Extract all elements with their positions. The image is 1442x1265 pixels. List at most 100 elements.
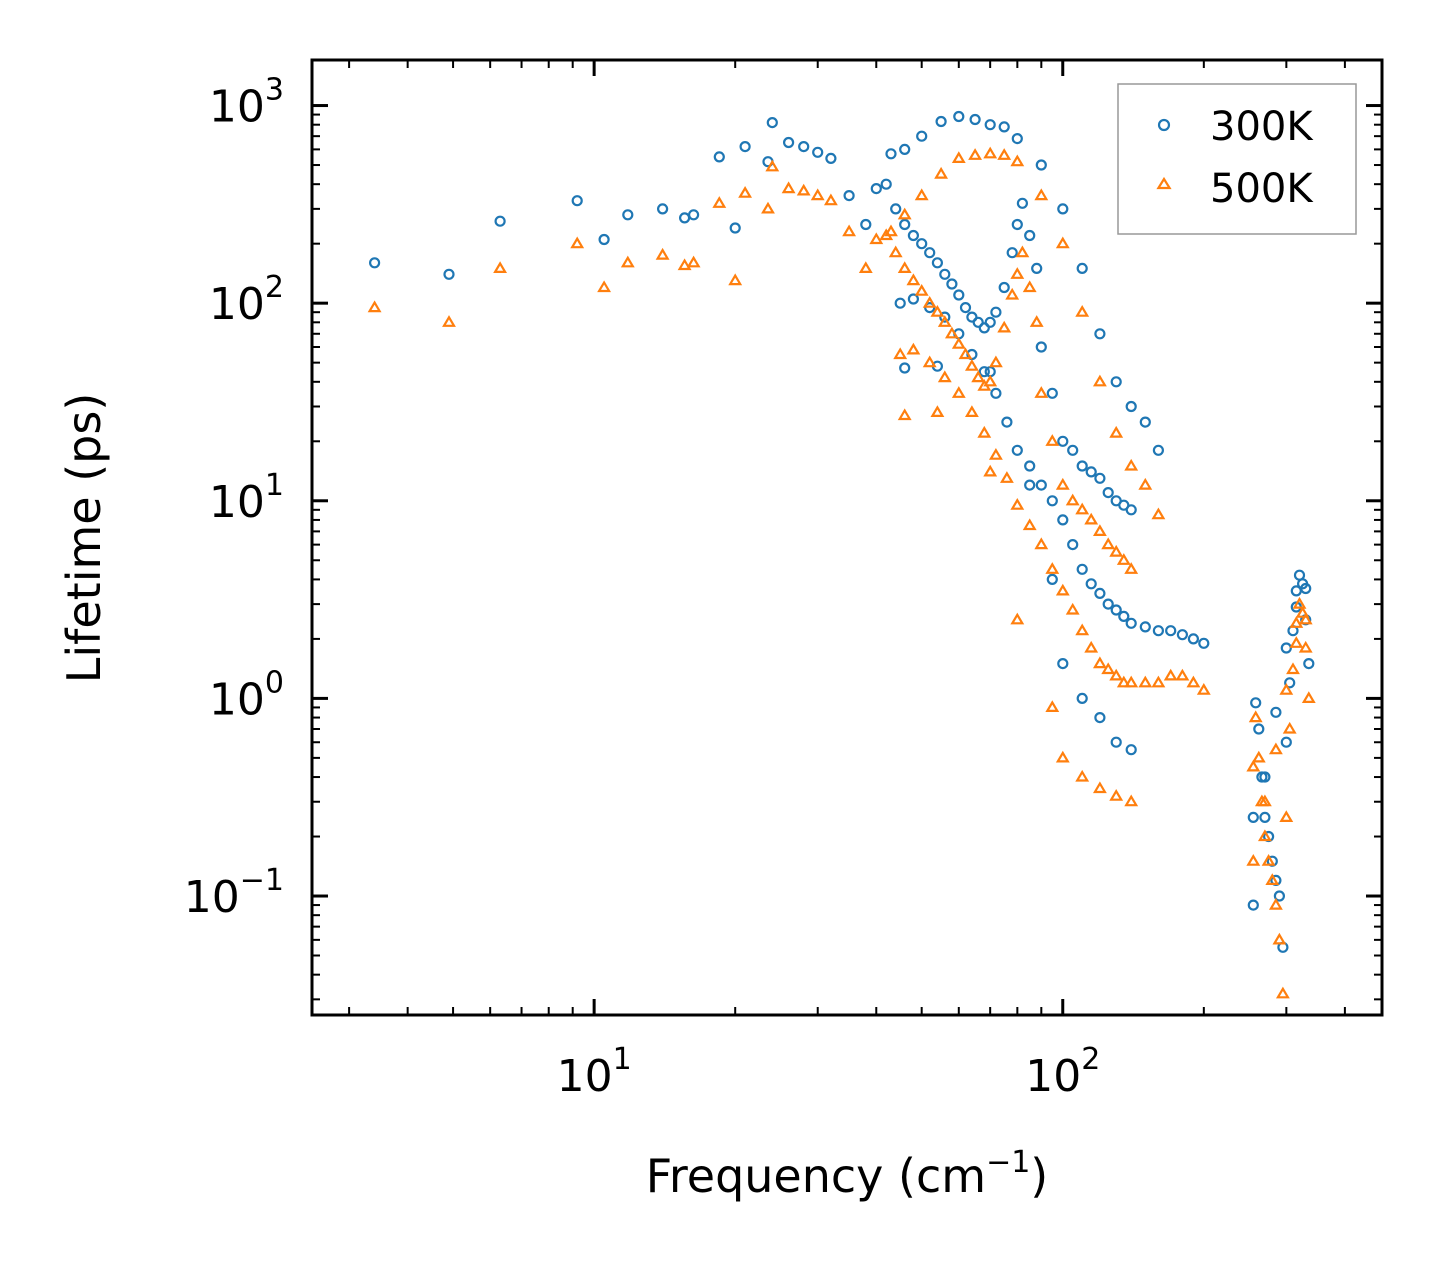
point-300k [1016,197,1029,209]
point-300k [1102,598,1114,610]
point-300k [1259,811,1271,824]
point-500k [922,355,937,368]
point-500k [712,196,727,208]
point-500k [968,148,983,160]
point-300k [1125,744,1137,756]
point-500k [988,355,1003,368]
point-300k [1085,466,1097,478]
point-500k [1065,602,1080,615]
point-500k [1034,188,1049,201]
point-500k [1075,502,1090,515]
point-300k [843,190,855,202]
point-300k [1046,387,1058,399]
point-500k [1005,287,1020,300]
point-300k [1094,472,1106,484]
point-300k [1284,677,1296,689]
point-500k [922,296,937,308]
point-500k [1075,305,1090,317]
point-300k [1125,400,1137,413]
point-300k [870,183,882,195]
point-300k [894,297,906,309]
point-500k [1045,700,1060,713]
point-500k [1124,675,1139,688]
point-300k [622,209,634,221]
point-500k [1075,769,1090,782]
point-300k [907,229,920,242]
point-500k [1124,562,1139,574]
point-500k [906,342,921,355]
point-300k [1273,890,1286,902]
point-300k [1280,736,1292,748]
point-300k [1139,416,1151,428]
point-500k [971,370,986,383]
point-300k [687,209,700,221]
point-300k [990,306,1002,318]
point-500k [1109,425,1124,438]
point-300k [1303,657,1315,670]
point-500k [1151,507,1166,520]
point-300k [916,238,928,250]
point-300k [713,151,725,163]
point-500k [1292,596,1307,609]
y-tick-label: 101 [209,468,284,528]
point-300k [924,247,936,259]
point-300k [998,121,1010,133]
point-500k [1034,386,1049,398]
point-300k [1165,625,1177,637]
point-500k [781,181,796,194]
point-300k [766,116,778,129]
point-300k [1011,444,1023,456]
point-500k [951,386,966,398]
point-500k [1186,675,1201,688]
point-300k [860,218,872,231]
point-500k [686,255,701,268]
point-300k [953,110,965,123]
point-300k [1076,563,1088,575]
point-500k [1022,280,1037,293]
point-500k [1279,810,1294,823]
legend-marker-300k [1157,118,1171,132]
point-500k [1295,606,1310,618]
point-300k [1076,460,1088,472]
y-tick-label: 102 [209,270,284,330]
point-300k [1110,736,1122,748]
point-300k [1067,538,1079,551]
point-300k [1006,247,1018,259]
point-300k [1198,637,1210,649]
point-500k [1151,675,1166,688]
point-300k [825,152,837,164]
point-500k [888,245,903,258]
point-300k [1085,578,1097,590]
point-500k [1101,537,1116,550]
point-500k [1092,524,1107,537]
point-300k [984,316,996,328]
point-300k [907,293,920,305]
point-500k [728,273,743,286]
point-500k [1055,477,1070,490]
point-300k [1139,621,1151,633]
point-500k [999,471,1014,483]
point-300k [959,302,972,314]
point-300k [1176,629,1189,641]
point-500k [906,273,921,286]
point-300k [978,366,990,378]
point-500k [442,315,456,327]
point-300k [984,119,996,131]
point-300k [916,130,928,142]
point-300k [1094,711,1106,724]
point-500k [1138,675,1153,688]
point-300k [1024,479,1036,491]
point-300k [1152,444,1165,456]
point-300k [972,316,984,328]
point-500k [951,151,966,163]
point-300k [1057,203,1069,215]
legend: 300K 500K [1117,83,1357,235]
point-500k [988,448,1003,460]
point-300k [1011,218,1023,231]
point-500k [893,347,908,360]
point-300k [1035,159,1047,171]
point-500k [1045,434,1060,446]
point-300k [1035,479,1047,491]
point-500k [914,188,929,201]
